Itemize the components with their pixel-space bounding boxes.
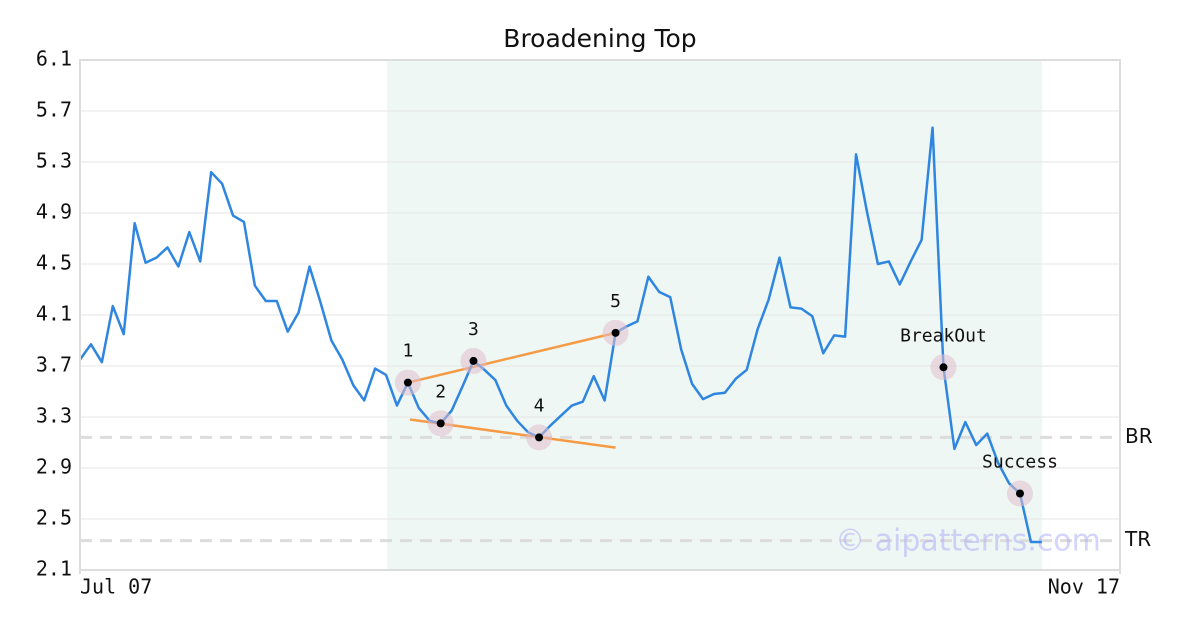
reference-label: TR	[1124, 527, 1151, 551]
y-tick-label: 3.3	[36, 404, 72, 428]
pattern-label: BreakOut	[900, 325, 987, 346]
pattern-point	[469, 356, 478, 365]
pattern-point	[403, 378, 412, 387]
chart-title: Broadening Top	[503, 24, 696, 53]
y-tick-label: 4.1	[36, 302, 72, 326]
y-tick-label: 4.5	[36, 251, 72, 275]
pattern-label: 2	[435, 381, 446, 402]
y-tick-label: 2.1	[36, 557, 72, 581]
x-tick-label: Nov 17	[1048, 575, 1120, 599]
y-tick-label: 2.5	[36, 506, 72, 530]
plot-border	[79, 59, 1121, 571]
pattern-label: 1	[402, 341, 413, 362]
y-tick-label: 5.7	[36, 98, 72, 122]
pattern-label: 3	[468, 319, 479, 340]
pattern-point	[611, 328, 620, 337]
pattern-point	[939, 363, 948, 372]
y-tick-label: 2.9	[36, 455, 72, 479]
y-tick-label: 6.1	[36, 47, 72, 71]
pattern-point	[535, 433, 544, 442]
pattern-label: Success	[982, 452, 1058, 473]
pattern-label: 4	[534, 395, 545, 416]
pattern-label: 5	[610, 291, 621, 312]
y-tick-label: 4.9	[36, 200, 72, 224]
x-tick-label: Jul 07	[80, 575, 152, 599]
trend-line	[407, 331, 616, 384]
y-tick-label: 5.3	[36, 149, 72, 173]
pattern-point	[1015, 489, 1024, 498]
y-tick-label: 3.7	[36, 353, 72, 377]
watermark: © aipatterns.com	[835, 524, 1101, 559]
pattern-point	[436, 419, 445, 428]
price-line	[78, 126, 1042, 544]
reference-label: BR	[1125, 424, 1153, 448]
